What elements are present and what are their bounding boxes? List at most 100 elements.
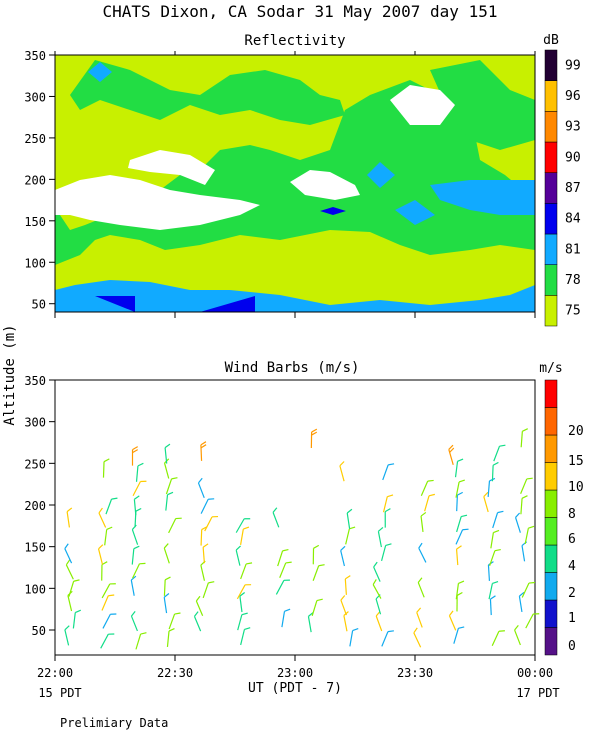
wind-colorbar-swatch [544, 517, 558, 546]
wind-colorbar-label: 6 [568, 532, 576, 547]
reflectivity-patch-81-mid [395, 200, 435, 225]
wind-colorbar-swatch [544, 544, 558, 573]
reflectivity-y-tick-label: 200 [24, 173, 46, 187]
wind-barb-flag [346, 508, 353, 514]
wind-barb [456, 516, 462, 533]
wind-barb-flag [316, 598, 323, 602]
wind-barb [490, 532, 494, 549]
wind-barb-flag [241, 612, 248, 616]
wind-barb [202, 547, 205, 564]
wind-colorbar-swatch [544, 434, 558, 463]
wind-barb [102, 461, 105, 478]
wind-barb [235, 518, 245, 533]
wind-barb [417, 582, 425, 598]
wind-barb-flag [130, 575, 137, 581]
wind-y-tick-label: 50 [32, 624, 46, 638]
reflectivity-colorbar-swatch [544, 203, 558, 235]
reflectivity-x-axis [54, 51, 536, 318]
wind-barb [131, 529, 139, 545]
wind-barb-flag [340, 595, 346, 601]
wind-barb-flag [387, 494, 394, 498]
wind-barb [67, 595, 73, 612]
wind-barb [65, 564, 74, 580]
wind-barb [64, 629, 70, 646]
wind-barb [514, 629, 521, 646]
reflectivity-panel: Reflectivity 50 100 150 200 250 300 350 75 78 81… [24, 33, 581, 327]
wind-barb [236, 584, 246, 600]
wind-barb [420, 480, 429, 497]
reflectivity-colorbar-label: 93 [565, 120, 581, 135]
y-axis-label: Altitude (m) [2, 324, 18, 425]
wind-barb-flag [308, 612, 314, 617]
wind-barb-flag [200, 441, 207, 446]
wind-barb-flag [373, 561, 378, 568]
wind-barb-flag [458, 626, 465, 629]
reflectivity-colorbar-swatch [544, 172, 558, 204]
reflectivity-colorbar-swatch [544, 80, 558, 112]
wind-barb [491, 465, 494, 482]
wind-barb [487, 480, 491, 497]
wind-barb-flag [137, 462, 144, 467]
wind-barb-flag [498, 630, 505, 632]
wind-barb [455, 481, 460, 498]
wind-barb [135, 633, 142, 650]
wind-y-axis: 50 100 150 200 250 300 350 [24, 374, 55, 638]
wind-barb-flag [492, 581, 499, 585]
wind-barb-flag [64, 625, 70, 631]
wind-barb [375, 615, 383, 632]
wind-barb [372, 584, 382, 599]
wind-x-axis: 22:00 22:30 23:00 23:30 00:00 [37, 655, 553, 680]
wind-barb [377, 531, 382, 548]
wind-barb [382, 496, 388, 513]
wind-barb [448, 615, 457, 631]
wind-barb-flag [193, 611, 199, 617]
reflectivity-colorbar-label: 81 [565, 242, 581, 257]
wind-barb [489, 550, 496, 567]
wind-barb-flag [384, 508, 391, 513]
reflectivity-colorbar-swatch [544, 141, 558, 173]
reflectivity-y-tick-label: 150 [24, 215, 46, 229]
reflectivity-y-tick-label: 300 [24, 90, 46, 104]
wind-barb-flag [108, 594, 115, 597]
wind-barb [375, 598, 382, 615]
wind-barb [455, 529, 464, 545]
wind-barb-flag [168, 627, 175, 632]
wind-colorbar-swatch [544, 379, 558, 408]
wind-barb [165, 478, 173, 495]
wind-barb-flag [239, 591, 246, 597]
reflectivity-surface-81 [55, 280, 535, 312]
wind-barb-flag [418, 542, 423, 549]
reflectivity-white-center [290, 170, 360, 200]
wind-barb-flag [64, 543, 69, 549]
wind-barb [455, 549, 459, 566]
wind-barb-flag [526, 477, 533, 480]
wind-barb [197, 482, 205, 499]
wind-barb [204, 516, 213, 532]
wind-barb [200, 498, 209, 514]
wind-barb-flag [528, 581, 536, 584]
wind-barb-flag [417, 577, 423, 583]
wind-barb [520, 478, 528, 494]
wind-barb-flag [132, 446, 139, 451]
wind-barb [382, 464, 389, 481]
wind-frame [54, 379, 536, 656]
wind-barb [493, 445, 501, 462]
reflectivity-core-84-a [95, 296, 135, 312]
wind-x-tick-label: 22:00 [37, 666, 73, 680]
reflectivity-y-tick-label: 350 [24, 49, 46, 63]
wind-barb-flag [171, 477, 178, 480]
wind-colorbar-swatch [544, 599, 558, 628]
wind-barb [133, 499, 137, 516]
wind-barb-flag [514, 624, 519, 631]
wind-barb [373, 566, 381, 582]
reflectivity-colorbar: 75 78 81 84 87 90 93 96 99 [544, 49, 581, 327]
wind-barb [166, 630, 170, 648]
wind-barb [200, 564, 206, 581]
wind-barb [163, 462, 170, 479]
wind-barb [491, 631, 500, 647]
wind-x-tick-label: 23:00 [277, 666, 313, 680]
wind-barb [135, 465, 139, 482]
reflectivity-core-84-c [320, 207, 346, 215]
wind-barb [195, 600, 204, 616]
wind-y-tick-label: 150 [24, 541, 46, 555]
